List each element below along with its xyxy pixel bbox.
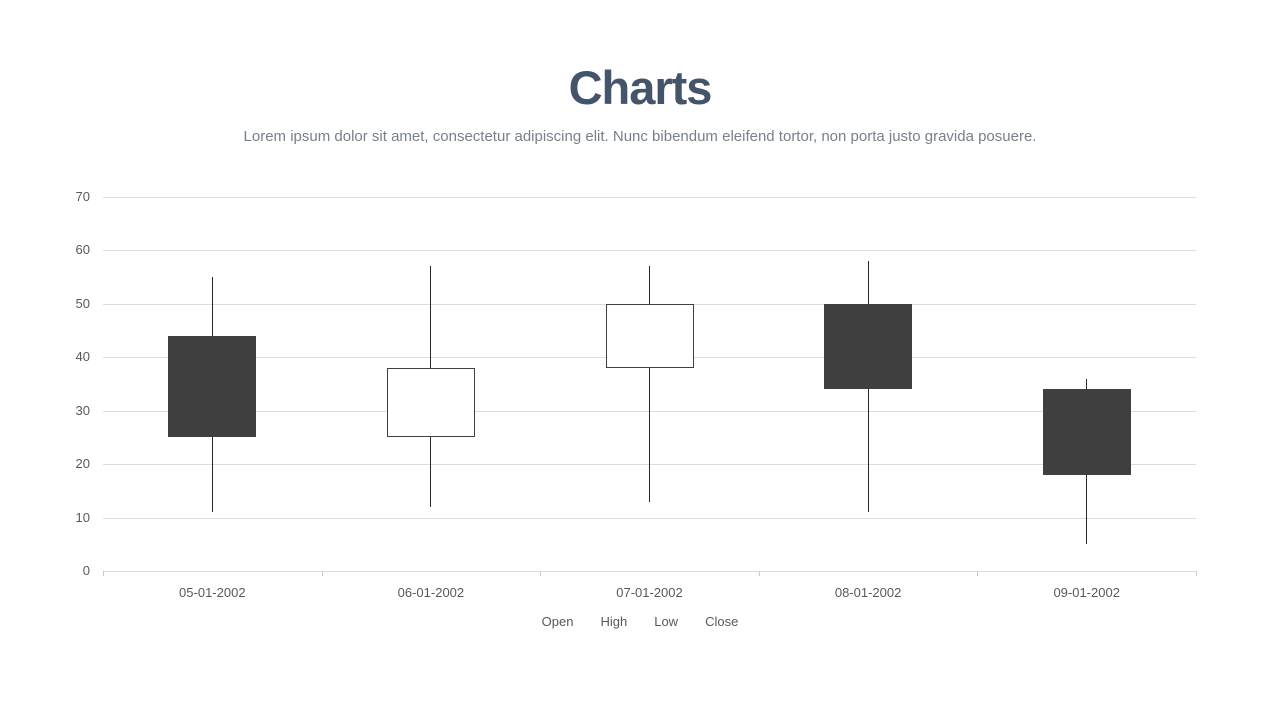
y-axis-label: 70 — [75, 189, 90, 204]
x-axis-tick — [103, 571, 104, 576]
gridline-y-0 — [103, 571, 1196, 572]
x-axis-label: 07-01-2002 — [616, 585, 683, 600]
chart-subtitle: Lorem ipsum dolor sit amet, consectetur … — [243, 128, 1037, 145]
y-axis-label: 60 — [75, 242, 90, 258]
legend-item-high: High — [600, 614, 628, 629]
chart-legend: Open High Low Close — [0, 614, 1280, 629]
candle-body-down — [168, 335, 257, 438]
candle-body-up — [386, 367, 475, 438]
x-axis-label: 06-01-2002 — [397, 585, 465, 600]
y-axis-label: 10 — [75, 509, 90, 525]
y-axis-label: 50 — [75, 295, 90, 311]
gridline-y-60 — [103, 250, 1196, 252]
y-axis-label: 0 — [82, 563, 90, 578]
candle-wick — [649, 266, 650, 502]
x-axis-label: 09-01-2002 — [1053, 585, 1120, 600]
candle-body-up — [605, 303, 694, 368]
x-axis-tick — [977, 571, 979, 576]
legend-item-open: Open — [541, 614, 574, 629]
x-axis-label: 05-01-2002 — [179, 585, 246, 600]
x-axis-tick — [1196, 571, 1197, 576]
candle-body-down — [824, 303, 913, 390]
legend-item-low: Low — [654, 614, 679, 629]
y-axis-label: 40 — [75, 349, 90, 365]
chart-title: Charts — [568, 61, 713, 114]
x-axis-tick — [758, 571, 760, 576]
x-axis-label: 08-01-2002 — [834, 585, 902, 600]
gridline-y-10 — [103, 517, 1196, 519]
x-axis-tick — [540, 571, 542, 576]
legend-item-close: Close — [705, 614, 739, 629]
x-axis-tick — [321, 571, 323, 576]
y-axis-label: 30 — [75, 402, 90, 418]
gridline-y-70 — [103, 197, 1196, 198]
y-axis-label: 20 — [75, 456, 90, 472]
candle-body-down — [1042, 389, 1131, 475]
